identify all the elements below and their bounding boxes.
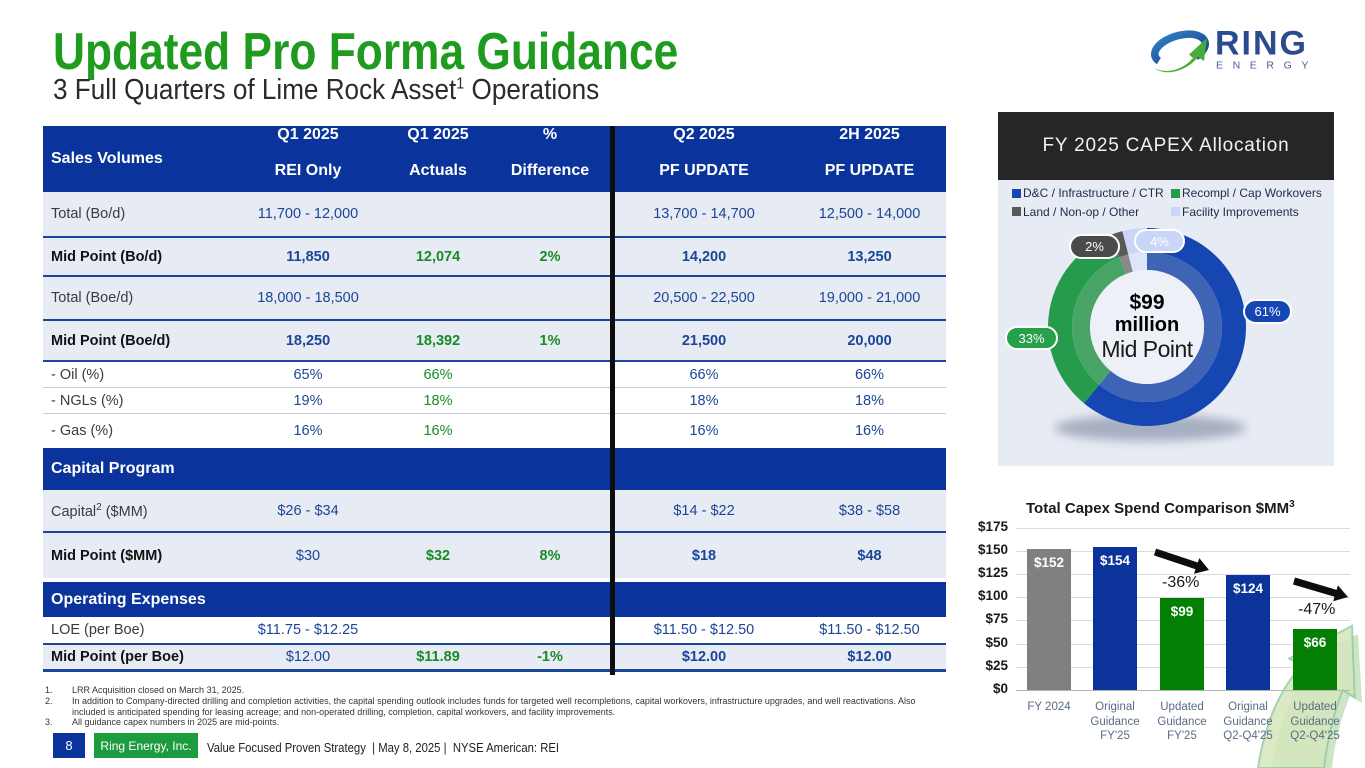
svg-text:RING: RING	[1215, 25, 1308, 63]
svg-text:ENERGY: ENERGY	[1216, 60, 1318, 72]
